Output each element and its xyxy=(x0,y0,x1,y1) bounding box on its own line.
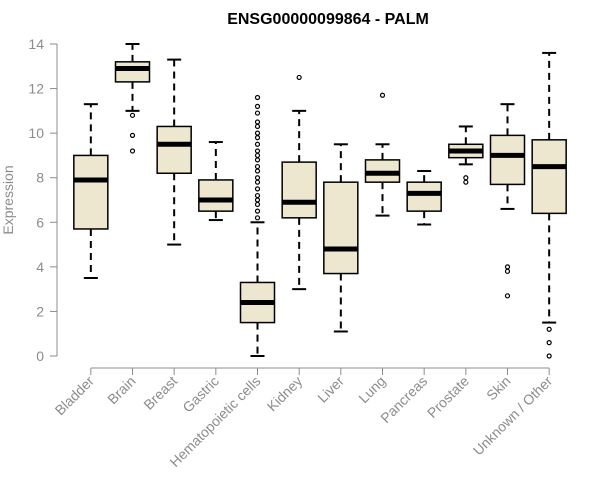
x-tick-label: Liver xyxy=(314,373,347,406)
box-group xyxy=(281,74,317,291)
x-tick-label: Prostate xyxy=(424,373,472,421)
box xyxy=(489,134,526,186)
box xyxy=(156,125,192,175)
outlier-point xyxy=(254,175,261,181)
outlier-point xyxy=(254,103,261,110)
box xyxy=(114,61,151,83)
outlier-point xyxy=(254,152,261,159)
outlier-point xyxy=(379,92,386,98)
box-group xyxy=(323,143,359,333)
outlier-point xyxy=(254,123,261,130)
y-axis: 0 2 4 6 8 10 12 14 xyxy=(28,36,58,364)
outlier-point xyxy=(254,135,261,141)
outlier-point xyxy=(546,340,552,346)
x-tick-label: Kidney xyxy=(264,373,306,415)
box-group xyxy=(531,51,567,359)
outlier-point xyxy=(463,175,469,181)
box-group xyxy=(364,92,401,217)
outlier-point xyxy=(546,326,552,332)
y-tick-label: 4 xyxy=(36,259,44,275)
outlier-point xyxy=(129,132,136,138)
outlier-point xyxy=(546,353,552,359)
box xyxy=(323,181,359,275)
x-tick-label: Breast xyxy=(140,373,180,413)
box-group xyxy=(73,103,109,279)
outlier-point xyxy=(254,201,261,208)
box-group xyxy=(156,58,192,246)
outlier-point xyxy=(504,264,511,270)
x-tick-label: Brain xyxy=(104,373,138,407)
box xyxy=(73,154,109,230)
x-tick-label: Bladder xyxy=(52,373,98,419)
box xyxy=(198,179,234,212)
outlier-point xyxy=(254,163,261,170)
y-tick-label: 6 xyxy=(36,214,44,230)
outlier-point xyxy=(504,293,511,299)
box-group xyxy=(198,141,234,222)
y-tick-label: 8 xyxy=(36,170,44,186)
box-group xyxy=(489,103,526,299)
y-axis-label: Expression xyxy=(0,165,16,234)
outlier-point xyxy=(463,179,469,185)
outlier-point xyxy=(504,268,511,274)
x-tick-label: Lung xyxy=(355,373,388,406)
outlier-point xyxy=(254,179,261,185)
x-tick-label: Unknown / Other xyxy=(470,373,556,459)
box xyxy=(531,139,567,215)
box-group xyxy=(406,170,442,226)
box xyxy=(281,161,317,219)
outlier-point xyxy=(254,208,261,214)
outlier-point xyxy=(129,112,136,118)
outlier-point xyxy=(296,74,302,81)
outlier-point xyxy=(254,197,261,203)
box-group xyxy=(239,94,276,357)
outlier-point xyxy=(254,110,261,116)
y-tick-label: 12 xyxy=(28,81,44,97)
box xyxy=(406,181,442,212)
box-group xyxy=(114,43,151,154)
outlier-point xyxy=(254,186,261,192)
outlier-point xyxy=(254,130,261,136)
box-group xyxy=(448,125,484,185)
outlier-point xyxy=(254,157,261,163)
y-tick-label: 14 xyxy=(28,36,44,52)
outlier-point xyxy=(254,94,261,101)
outlier-point xyxy=(254,192,261,199)
outlier-point xyxy=(129,148,136,154)
outlier-point xyxy=(254,141,261,147)
outlier-point xyxy=(254,119,261,125)
x-tick-label: Skin xyxy=(483,373,514,404)
chart-title: ENSG00000099864 - PALM xyxy=(227,11,429,28)
y-tick-label: 2 xyxy=(36,303,44,319)
outlier-point xyxy=(254,148,261,154)
y-tick-label: 0 xyxy=(36,348,44,364)
outlier-point xyxy=(254,215,261,221)
y-tick-label: 10 xyxy=(28,125,44,141)
box-series xyxy=(73,43,567,359)
outlier-point xyxy=(254,168,261,174)
